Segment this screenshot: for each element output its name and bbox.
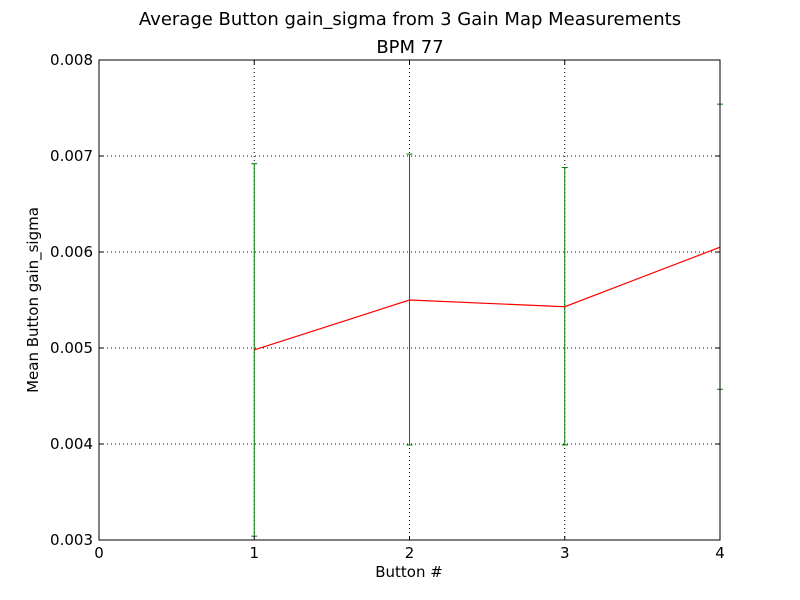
y-tick-label: 0.007: [50, 147, 93, 165]
y-tick-label: 0.003: [50, 531, 93, 549]
chart-subtitle: BPM 77: [376, 37, 443, 58]
y-tick-label: 0.008: [50, 51, 93, 69]
ticks: 0 1 2 3 4 0.003 0.004 0.005 0.006 0.007 0.008: [50, 51, 725, 562]
x-tick-label: 2: [405, 544, 415, 562]
y-tick-label: 0.004: [50, 435, 93, 453]
x-tick-label: 3: [560, 544, 570, 562]
x-tick-label: 4: [715, 544, 725, 562]
x-tick-label: 1: [249, 544, 259, 562]
y-tick-label: 0.006: [50, 243, 93, 261]
chart-title: Average Button gain_sigma from 3 Gain Ma…: [139, 9, 681, 30]
y-tick-label: 0.005: [50, 339, 93, 357]
series-line: [254, 246, 721, 351]
y-axis-label: Mean Button gain_sigma: [24, 207, 43, 393]
x-axis-label: Button #: [375, 563, 443, 581]
x-tick-label: 0: [94, 544, 104, 562]
